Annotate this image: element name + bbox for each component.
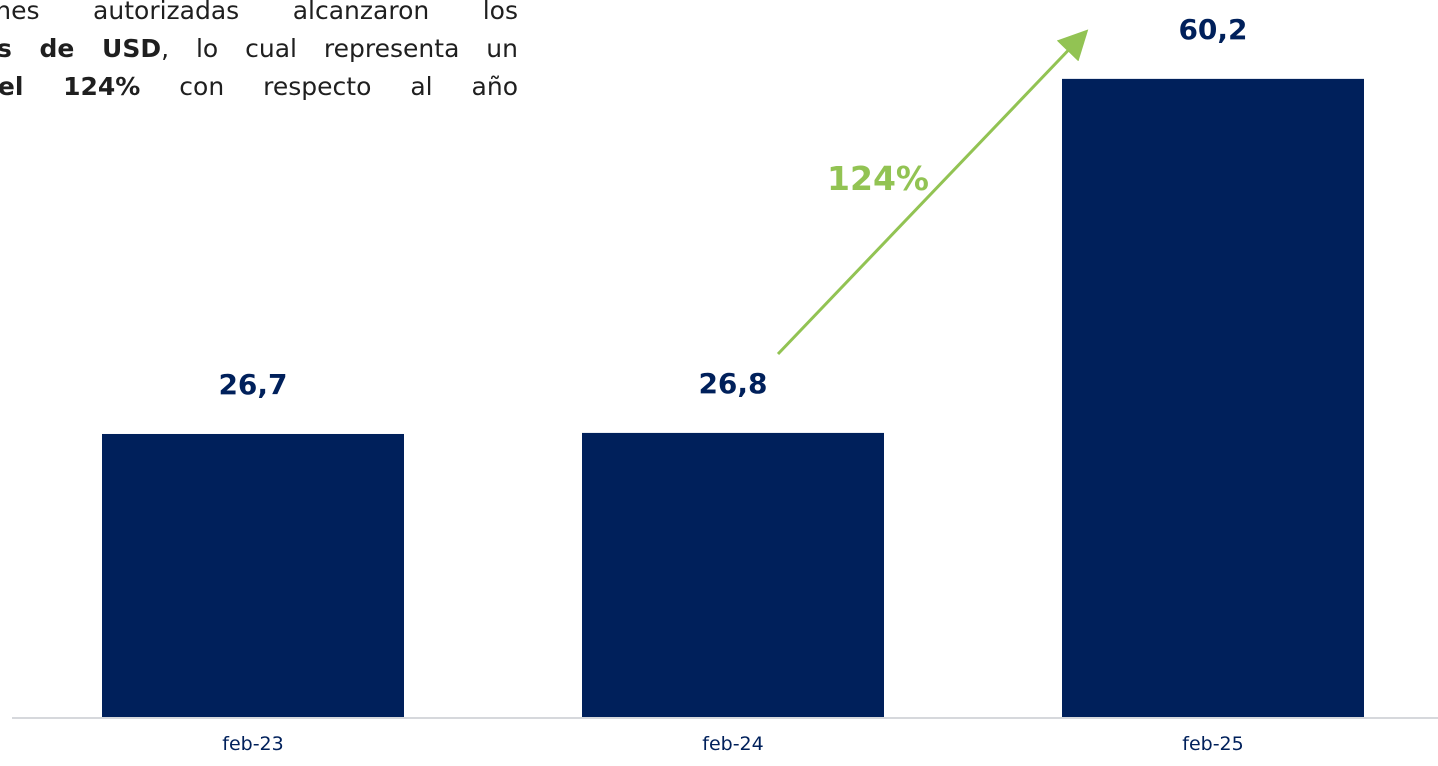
growth-annotation: 124% <box>776 29 1089 356</box>
bar-feb-23 <box>102 433 404 717</box>
value-label-feb-24: 26,8 <box>698 367 767 400</box>
value-label-feb-23: 26,7 <box>218 368 287 401</box>
description-line-2-text: , lo cual representa un <box>161 34 518 63</box>
growth-label: 124% <box>827 159 929 198</box>
description-line-1-text: ones autorizadas alcanzaron los <box>0 0 518 25</box>
bars <box>102 78 1364 717</box>
description-line-2-bold: es de USD <box>0 34 162 63</box>
description-line-3-text: con respecto al año <box>140 72 518 101</box>
bar-feb-24 <box>582 432 884 717</box>
description-line-1: ones autorizadas alcanzaron los <box>0 0 518 30</box>
growth-arrow-icon <box>776 29 1089 356</box>
description-line-3-bold: del 124% <box>0 72 141 101</box>
tick-label-feb-23: feb-23 <box>222 733 283 755</box>
value-label-feb-25: 60,2 <box>1178 13 1247 46</box>
value-labels: 26,7 26,8 60,2 <box>218 13 1247 401</box>
description-line-2: es de USD, lo cual representa un <box>0 30 518 68</box>
x-tick-labels: feb-23 feb-24 feb-25 <box>222 733 1243 755</box>
description-text: ones autorizadas alcanzaron los es de US… <box>0 0 518 106</box>
tick-label-feb-25: feb-25 <box>1182 733 1243 755</box>
bar-feb-25 <box>1062 78 1364 717</box>
tick-label-feb-24: feb-24 <box>702 733 763 755</box>
description-line-3: del 124% con respecto al año <box>0 68 518 106</box>
